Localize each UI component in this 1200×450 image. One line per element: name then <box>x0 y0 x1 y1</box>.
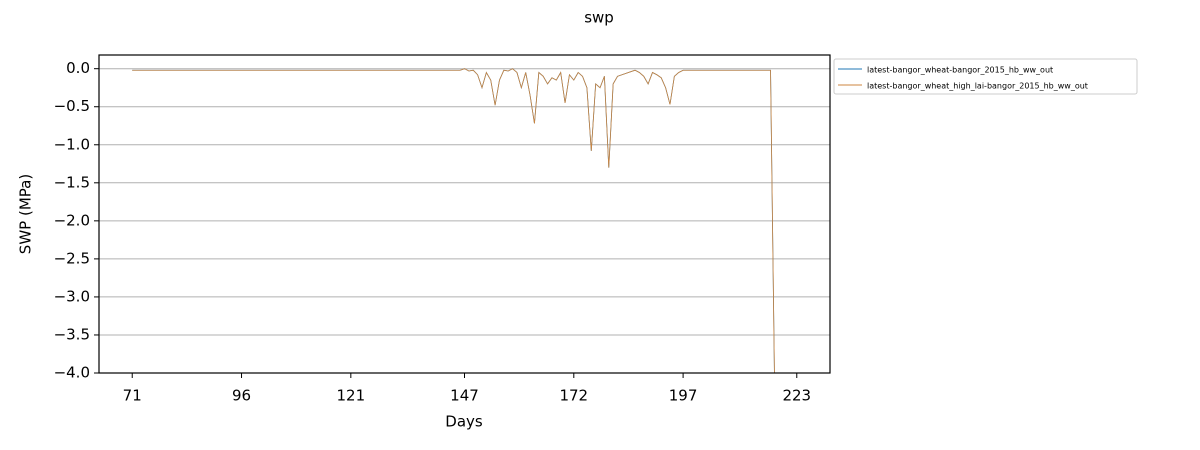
chart-title: swp <box>584 9 614 27</box>
y-tick-label: −3.5 <box>54 325 90 343</box>
ticks: −4.0 −3.5 −3.0 −2.5 −2.0 −1.5 −1.0 −0.5 0.0 71 96 1… <box>54 59 1088 404</box>
y-tick-label: −4.0 <box>54 364 90 382</box>
series-line <box>132 68 775 373</box>
x-tick-label: 172 <box>559 387 588 405</box>
y-tick-label: −3.0 <box>54 287 90 305</box>
legend-box <box>833 58 1138 95</box>
x-tick-label: 197 <box>669 387 698 405</box>
x-tick-label: 223 <box>782 387 811 405</box>
y-tick-label: −2.0 <box>54 211 90 229</box>
x-axis-label: Days <box>445 413 483 431</box>
y-axis-label: SWP (MPa) <box>17 174 35 254</box>
y-tick-label: −2.5 <box>54 249 90 267</box>
y-tick-label: 0.0 <box>66 59 90 77</box>
y-tick-label: −0.5 <box>54 97 90 115</box>
legend-label: latest-bangor_wheat_high_lai-bangor_2015… <box>867 82 1088 91</box>
y-tick-label: −1.0 <box>54 135 90 153</box>
x-tick-label: 121 <box>337 387 366 405</box>
legend-label: latest-bangor_wheat-bangor_2015_hb_ww_ou… <box>867 66 1053 75</box>
plot-lines <box>132 68 775 373</box>
x-tick-label: 147 <box>450 387 479 405</box>
x-tick-label: 96 <box>232 387 251 405</box>
x-tick-label: 71 <box>123 387 142 405</box>
y-tick-label: −1.5 <box>54 173 90 191</box>
